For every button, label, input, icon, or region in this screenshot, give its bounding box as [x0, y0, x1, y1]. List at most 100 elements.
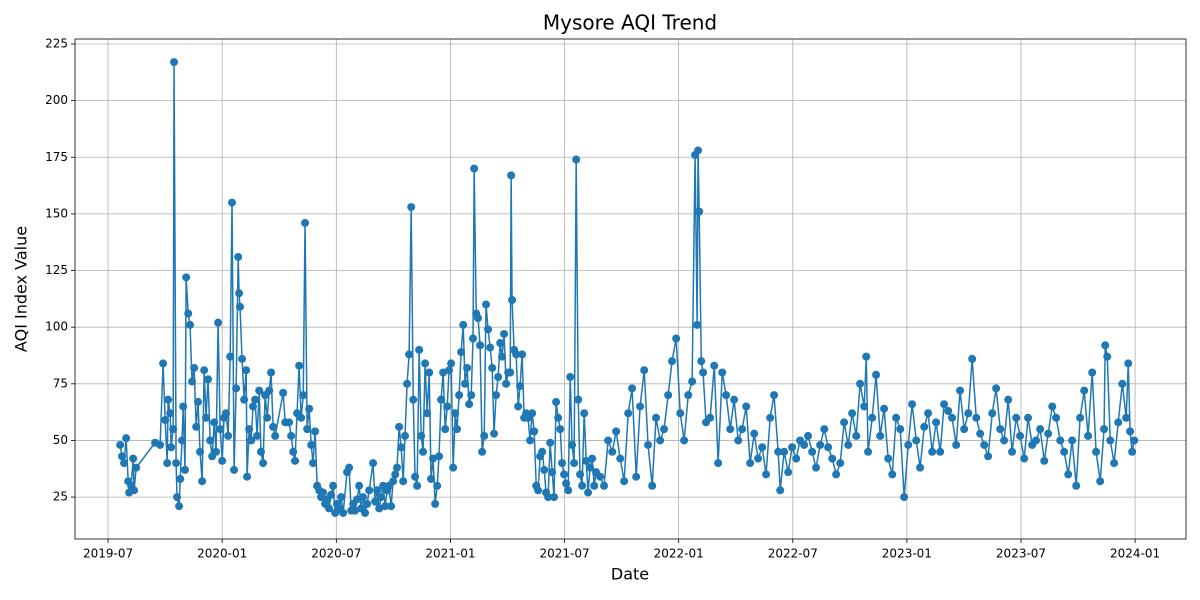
data-point: [502, 379, 511, 388]
data-point: [530, 427, 539, 436]
data-point: [560, 470, 569, 479]
data-point: [443, 402, 452, 411]
data-point: [584, 488, 593, 497]
data-point: [512, 350, 521, 359]
data-point: [550, 493, 559, 502]
data-point: [856, 379, 865, 388]
data-point: [534, 486, 543, 495]
data-point: [129, 454, 138, 463]
data-point: [860, 402, 869, 411]
y-tick-label: 200: [45, 93, 68, 107]
data-point: [920, 422, 929, 431]
data-point: [1118, 379, 1127, 388]
data-point: [433, 481, 442, 490]
data-point: [722, 391, 731, 400]
x-tick-label: 2023-01: [882, 547, 932, 561]
data-point: [544, 493, 553, 502]
data-point: [828, 454, 837, 463]
plot-area: [116, 58, 1139, 517]
data-point: [788, 443, 797, 452]
data-point: [453, 425, 462, 434]
data-point: [612, 427, 621, 436]
data-point: [588, 454, 597, 463]
data-point: [1130, 436, 1139, 445]
data-point: [804, 431, 813, 440]
data-point: [279, 388, 288, 397]
data-point: [932, 418, 941, 427]
data-point: [265, 386, 274, 395]
data-point: [435, 452, 444, 461]
data-point: [1064, 470, 1073, 479]
data-point: [1122, 413, 1131, 422]
data-point: [718, 368, 727, 377]
x-tick-label: 2023-07: [996, 547, 1046, 561]
data-point: [329, 481, 338, 490]
data-point: [1036, 425, 1045, 434]
data-point: [776, 486, 785, 495]
data-point: [397, 443, 406, 452]
data-point: [172, 459, 181, 468]
data-point: [652, 413, 661, 422]
data-point: [492, 391, 501, 400]
y-tick-label: 175: [45, 150, 68, 164]
data-point: [319, 488, 328, 497]
data-point: [247, 436, 256, 445]
y-tick-label: 150: [45, 206, 68, 220]
data-point: [695, 207, 704, 216]
data-point: [132, 463, 141, 472]
data-point: [285, 418, 294, 427]
data-point: [214, 318, 223, 327]
data-point: [660, 425, 669, 434]
data-point: [494, 373, 503, 382]
data-point: [824, 443, 833, 452]
data-point: [936, 447, 945, 456]
data-point: [192, 422, 201, 431]
data-point: [234, 252, 243, 261]
data-point: [463, 363, 472, 372]
data-point: [568, 440, 577, 449]
data-point: [196, 447, 205, 456]
data-point: [1008, 447, 1017, 456]
data-point: [640, 366, 649, 375]
data-point: [766, 413, 775, 422]
data-point: [188, 377, 197, 386]
data-point: [876, 431, 885, 440]
data-point: [325, 504, 334, 513]
data-point: [361, 508, 370, 517]
data-point: [730, 395, 739, 404]
data-point: [224, 431, 233, 440]
chart-title: Mysore AQI Trend: [543, 11, 717, 35]
data-point: [964, 409, 973, 418]
data-point: [257, 447, 266, 456]
data-point: [514, 402, 523, 411]
data-point: [758, 443, 767, 452]
data-point: [1101, 341, 1110, 350]
data-point: [566, 373, 575, 382]
data-point: [734, 436, 743, 445]
data-point: [303, 425, 312, 434]
data-point: [620, 477, 629, 486]
data-point: [118, 452, 127, 461]
data-point: [1048, 402, 1057, 411]
data-point: [664, 391, 673, 400]
data-point: [249, 402, 258, 411]
data-point: [449, 463, 458, 472]
data-point: [407, 203, 416, 212]
data-point: [369, 459, 378, 468]
data-point: [996, 425, 1005, 434]
data-point: [377, 493, 386, 502]
data-point: [576, 470, 585, 479]
data-point: [445, 366, 454, 375]
data-point: [210, 418, 219, 427]
data-point: [880, 404, 889, 413]
data-point: [1092, 447, 1101, 456]
axes-frame: [74, 38, 1187, 540]
data-point: [508, 295, 517, 304]
data-point: [399, 477, 408, 486]
data-point: [1016, 431, 1025, 440]
data-point: [1124, 359, 1133, 368]
data-point: [467, 391, 476, 400]
data-point: [694, 146, 703, 155]
data-point: [1084, 431, 1093, 440]
data-point: [295, 361, 304, 370]
